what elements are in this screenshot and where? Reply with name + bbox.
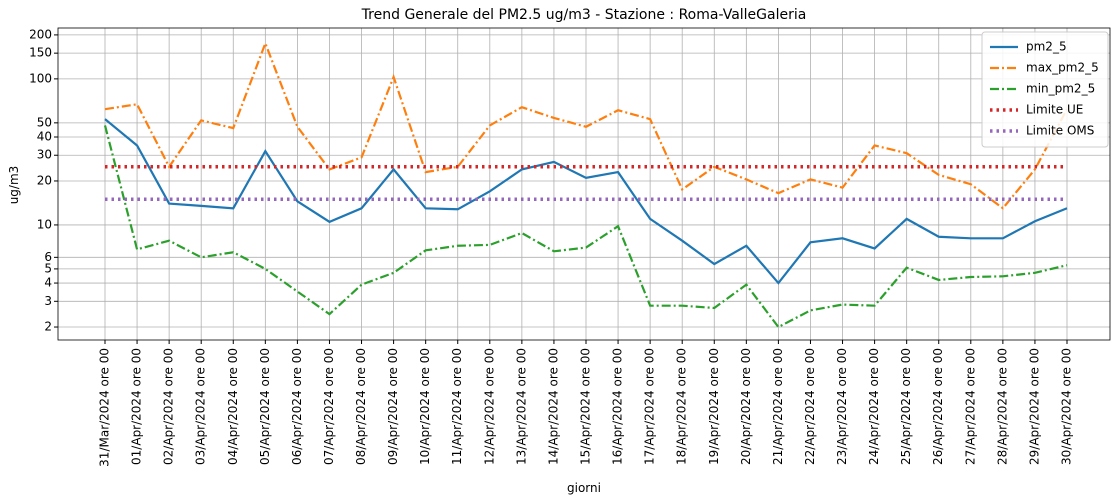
x-tick-label: 14/Apr/2024 ore 00 xyxy=(546,348,560,465)
x-tick-label: 08/Apr/2024 ore 00 xyxy=(354,348,368,465)
x-tick-label: 23/Apr/2024 ore 00 xyxy=(835,348,849,465)
x-tick-label: 19/Apr/2024 ore 00 xyxy=(707,348,721,465)
y-tick-label: 20 xyxy=(37,173,52,187)
x-tick-label: 29/Apr/2024 ore 00 xyxy=(1027,348,1041,465)
x-tick-label: 24/Apr/2024 ore 00 xyxy=(867,348,881,465)
x-tick-label: 15/Apr/2024 ore 00 xyxy=(579,348,593,465)
y-tick-label: 200 xyxy=(29,27,52,41)
series-line xyxy=(104,118,1068,285)
plot-frame xyxy=(57,27,1111,341)
x-tick-label: 20/Apr/2024 ore 00 xyxy=(739,348,753,465)
plot-area xyxy=(58,28,1110,340)
x-tick-label: 01/Apr/2024 ore 00 xyxy=(130,348,144,465)
x-tick-label: 27/Apr/2024 ore 00 xyxy=(963,348,977,465)
x-tick-label: 07/Apr/2024 ore 00 xyxy=(322,348,336,465)
y-tick-label: 150 xyxy=(29,46,52,60)
x-tick-label: 21/Apr/2024 ore 00 xyxy=(771,348,785,465)
x-tick-label: 11/Apr/2024 ore 00 xyxy=(450,348,464,465)
x-tick-label: 16/Apr/2024 ore 00 xyxy=(611,348,625,465)
series-line xyxy=(103,125,1068,329)
x-tick-label: 22/Apr/2024 ore 00 xyxy=(803,348,817,465)
x-tick-label: 18/Apr/2024 ore 00 xyxy=(675,348,689,465)
legend-label: max_pm2_5 xyxy=(1026,61,1099,75)
x-tick-label: 26/Apr/2024 ore 00 xyxy=(931,348,945,465)
legend-label: Limite UE xyxy=(1026,103,1083,117)
x-tick-label: 05/Apr/2024 ore 00 xyxy=(258,348,272,465)
y-tick-label: 2 xyxy=(44,320,52,334)
legend-label: min_pm2_5 xyxy=(1026,82,1095,96)
x-tick-label: 04/Apr/2024 ore 00 xyxy=(226,348,240,465)
legend-label: pm2_5 xyxy=(1026,40,1067,54)
x-tick-label: 06/Apr/2024 ore 00 xyxy=(290,348,304,465)
y-tick-label: 5 xyxy=(44,261,52,275)
y-tick-label: 40 xyxy=(37,129,52,143)
y-tick-label: 3 xyxy=(44,294,52,308)
x-tick-label: 13/Apr/2024 ore 00 xyxy=(514,348,528,465)
x-axis-label: giorni xyxy=(567,481,601,495)
chart-title: Trend Generale del PM2.5 ug/m3 - Stazion… xyxy=(361,7,807,23)
x-tick-label: 10/Apr/2024 ore 00 xyxy=(418,348,432,465)
y-axis-label: ug/m3 xyxy=(7,166,21,205)
x-tick-label: 12/Apr/2024 ore 00 xyxy=(482,348,496,465)
y-tick-label: 10 xyxy=(37,217,52,231)
series-line xyxy=(104,40,1068,210)
y-tick-label: 100 xyxy=(29,71,52,85)
x-tick-label: 09/Apr/2024 ore 00 xyxy=(386,348,400,465)
x-tick-label: 03/Apr/2024 ore 00 xyxy=(194,348,208,465)
y-tick-label: 30 xyxy=(37,148,52,162)
legend-box xyxy=(981,31,1109,148)
legend-label: Limite OMS xyxy=(1026,124,1094,138)
x-tick-label: 28/Apr/2024 ore 00 xyxy=(995,348,1009,465)
y-tick-label: 6 xyxy=(44,250,52,264)
x-tick-label: 31/Mar/2024 ore 00 xyxy=(98,348,112,467)
x-tick-label: 25/Apr/2024 ore 00 xyxy=(899,348,913,465)
y-tick-label: 4 xyxy=(44,276,52,290)
x-tick-label: 30/Apr/2024 ore 00 xyxy=(1060,348,1074,465)
y-tick-label: 50 xyxy=(37,115,52,129)
x-tick-label: 17/Apr/2024 ore 00 xyxy=(643,348,657,465)
x-tick-label: 02/Apr/2024 ore 00 xyxy=(162,348,176,465)
